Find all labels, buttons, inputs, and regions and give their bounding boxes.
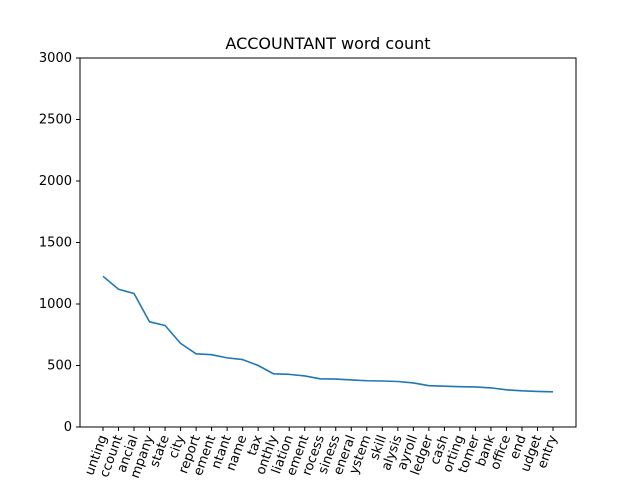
y-axis: 0 500 1000 1500 2000 2500 3000 bbox=[39, 51, 80, 435]
y-tick-label: 1000 bbox=[39, 297, 72, 312]
y-tick-label: 3000 bbox=[39, 51, 72, 66]
y-tick-label: 1500 bbox=[39, 236, 72, 251]
x-axis: untingccountancialmpanystatecityreportem… bbox=[82, 427, 561, 480]
plot-frame bbox=[79, 57, 577, 428]
y-tick-label: 2000 bbox=[39, 174, 72, 189]
y-tick-label: 500 bbox=[47, 359, 72, 374]
series-line bbox=[102, 275, 554, 393]
x-tick-label: tax bbox=[245, 433, 266, 458]
y-tick-label: 2500 bbox=[39, 113, 72, 128]
chart-title: ACCOUNTANT word count bbox=[225, 34, 430, 53]
y-tick-label: 0 bbox=[64, 420, 72, 435]
